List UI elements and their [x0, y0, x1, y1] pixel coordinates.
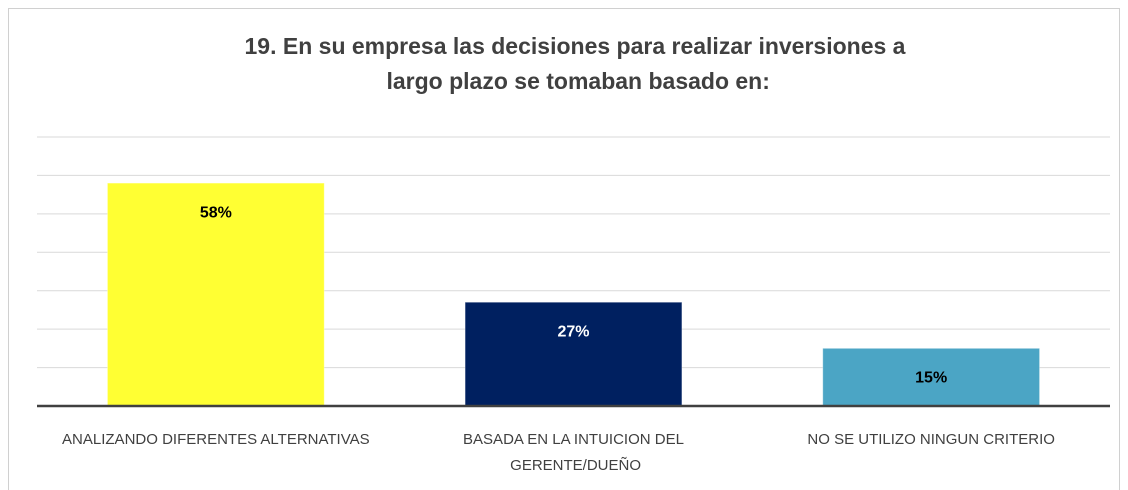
x-tick-label: BASADA EN LA INTUICION DEL GERENTE/DUEÑO — [463, 431, 684, 474]
data-label: 27% — [557, 323, 589, 340]
x-tick-label: ANALIZANDO DIFERENTES ALTERNATIVAS — [62, 431, 370, 448]
bar — [106, 182, 325, 407]
x-tick-label: NO SE UTILIZO NINGUN CRITERIO — [807, 431, 1055, 448]
bar — [464, 301, 683, 407]
chart-title: 19. En su empresa las decisiones para re… — [245, 33, 906, 94]
bar — [822, 347, 1041, 407]
data-label: 15% — [915, 370, 947, 387]
data-label: 58% — [200, 204, 232, 221]
